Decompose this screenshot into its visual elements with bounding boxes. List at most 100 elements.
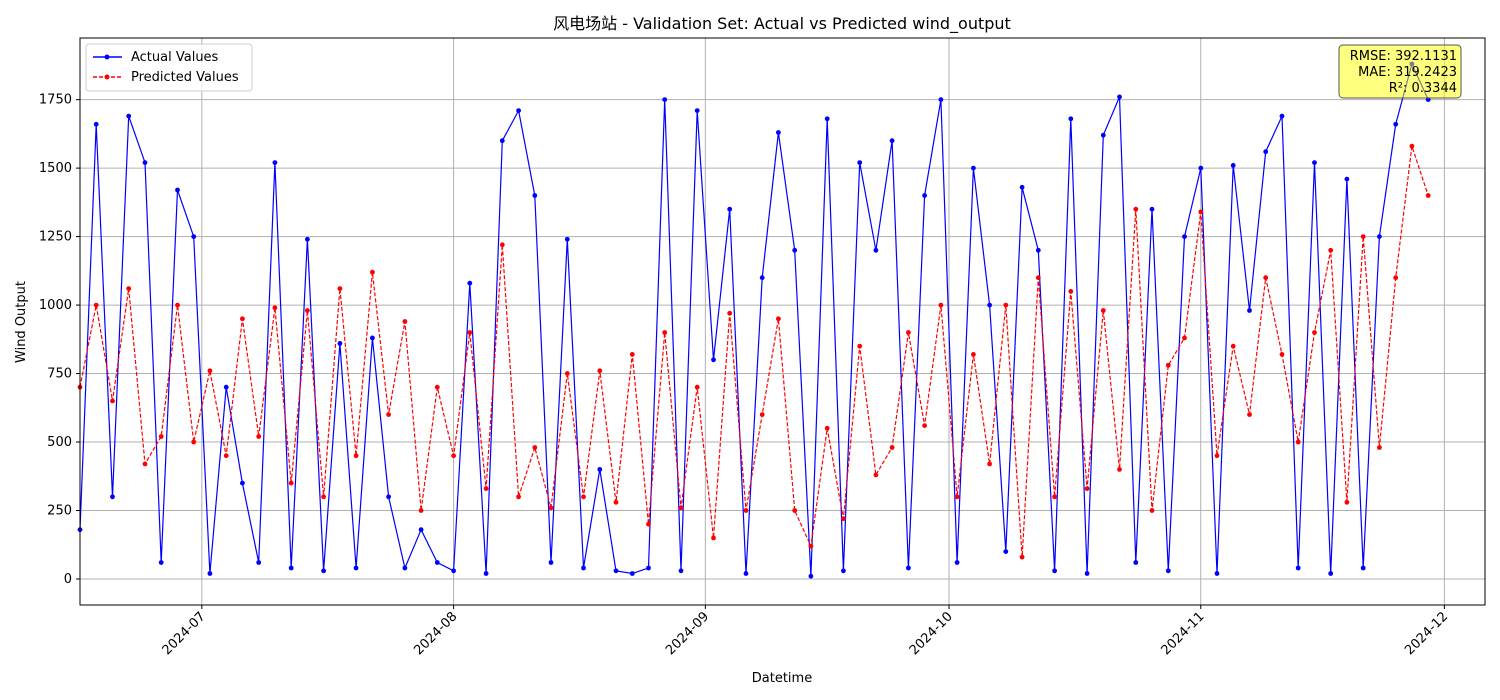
- data-point-predicted: [938, 302, 944, 308]
- data-point-predicted: [971, 352, 976, 357]
- data-point-actual: [678, 568, 684, 574]
- data-point-predicted: [1165, 362, 1171, 368]
- data-point-predicted: [889, 445, 895, 450]
- data-point-actual: [288, 565, 294, 571]
- data-point-predicted: [1360, 234, 1366, 240]
- data-point-predicted: [1263, 275, 1269, 281]
- data-point-actual: [581, 565, 586, 571]
- legend-predicted-marker: [104, 74, 110, 80]
- mae-text: MAE: 319.2423: [1358, 65, 1457, 80]
- data-point-predicted: [483, 486, 489, 491]
- data-point-predicted: [110, 398, 115, 404]
- data-point-predicted: [1084, 486, 1090, 491]
- data-point-actual: [792, 247, 798, 253]
- data-point-actual: [516, 108, 521, 113]
- data-point-predicted: [629, 352, 635, 357]
- data-point-predicted: [516, 494, 521, 500]
- data-point-actual: [1344, 176, 1350, 182]
- data-point-actual: [906, 565, 911, 571]
- data-point-predicted: [711, 535, 716, 541]
- data-point-predicted: [288, 480, 294, 486]
- data-point-actual: [175, 187, 180, 193]
- data-point-predicted: [451, 453, 456, 459]
- data-point-predicted: [1279, 352, 1285, 357]
- data-point-actual: [1084, 571, 1090, 576]
- data-point-actual: [841, 568, 846, 574]
- x-tick-label: 2024-07: [160, 609, 209, 658]
- data-point-predicted: [1295, 439, 1301, 445]
- data-point-actual: [808, 573, 814, 579]
- data-point-predicted: [207, 368, 213, 374]
- data-point-actual: [142, 160, 148, 166]
- data-point-actual: [759, 275, 765, 281]
- data-point-predicted: [1133, 206, 1139, 212]
- data-point-predicted: [1052, 494, 1057, 500]
- data-point-actual: [305, 236, 310, 242]
- plot-series: [77, 61, 1431, 579]
- data-point-actual: [694, 108, 700, 113]
- data-point-predicted: [1068, 289, 1074, 294]
- x-tick-label: 2024-09: [663, 609, 712, 658]
- data-point-actual: [1393, 121, 1399, 127]
- data-point-predicted: [581, 494, 586, 500]
- metrics-box-bg: [1338, 44, 1462, 99]
- data-point-actual: [1360, 565, 1366, 571]
- data-point-predicted: [1344, 499, 1350, 505]
- data-point-actual: [1068, 116, 1074, 122]
- data-point-predicted: [467, 330, 473, 335]
- y-tick-label: 250: [47, 504, 72, 519]
- data-point-actual: [662, 97, 668, 102]
- chart-title: 风电场站 - Validation Set: Actual vs Predict…: [553, 14, 1011, 34]
- rmse-label: RMSE: [1350, 49, 1387, 64]
- y-tick-label: 1250: [39, 230, 72, 245]
- data-point-predicted: [1003, 302, 1009, 308]
- data-point-predicted: [191, 439, 197, 445]
- data-point-predicted: [841, 516, 846, 522]
- data-point-actual: [1247, 308, 1252, 313]
- data-point-actual: [1052, 568, 1057, 574]
- legend-box: [85, 43, 253, 92]
- data-point-predicted: [1182, 335, 1187, 341]
- data-point-actual: [110, 494, 115, 500]
- data-point-predicted: [727, 310, 733, 316]
- data-point-predicted: [532, 445, 538, 450]
- data-point-actual: [646, 565, 651, 571]
- data-point-predicted: [272, 305, 278, 311]
- data-point-actual: [370, 335, 375, 341]
- data-point-actual: [1214, 571, 1220, 576]
- data-point-actual: [158, 560, 164, 565]
- data-point-predicted: [922, 423, 927, 428]
- data-point-predicted: [824, 425, 830, 431]
- data-point-predicted: [1035, 275, 1041, 281]
- data-point-actual: [548, 560, 554, 565]
- data-point-predicted: [678, 505, 684, 511]
- data-point-predicted: [175, 302, 180, 308]
- x-tick-label: 2024-08: [411, 609, 460, 658]
- data-point-actual: [727, 206, 733, 212]
- data-point-actual: [337, 341, 343, 346]
- data-point-actual: [126, 113, 132, 119]
- data-point-predicted: [499, 242, 505, 248]
- y-tick-label: 1000: [39, 298, 72, 313]
- data-point-predicted: [418, 508, 424, 513]
- rmse-value: 392.1131: [1395, 49, 1457, 64]
- data-point-actual: [386, 494, 391, 500]
- data-point-predicted: [1425, 193, 1431, 198]
- data-point-actual: [1328, 571, 1334, 576]
- data-point-predicted: [305, 308, 310, 313]
- data-point-predicted: [1409, 143, 1415, 149]
- data-point-actual: [1035, 247, 1041, 253]
- data-point-actual: [987, 302, 992, 308]
- data-point-actual: [971, 165, 976, 171]
- x-tick-label: 2024-11: [1159, 609, 1208, 658]
- r2-text: R²: 0.3344: [1389, 81, 1457, 96]
- data-point-predicted: [857, 343, 863, 349]
- data-point-predicted: [792, 508, 798, 513]
- data-point-actual: [223, 384, 229, 390]
- data-point-actual: [938, 97, 944, 102]
- data-point-actual: [629, 571, 635, 576]
- data-point-predicted: [808, 543, 814, 549]
- data-point-predicted: [954, 494, 960, 500]
- data-point-actual: [711, 357, 716, 363]
- data-point-actual: [240, 480, 245, 486]
